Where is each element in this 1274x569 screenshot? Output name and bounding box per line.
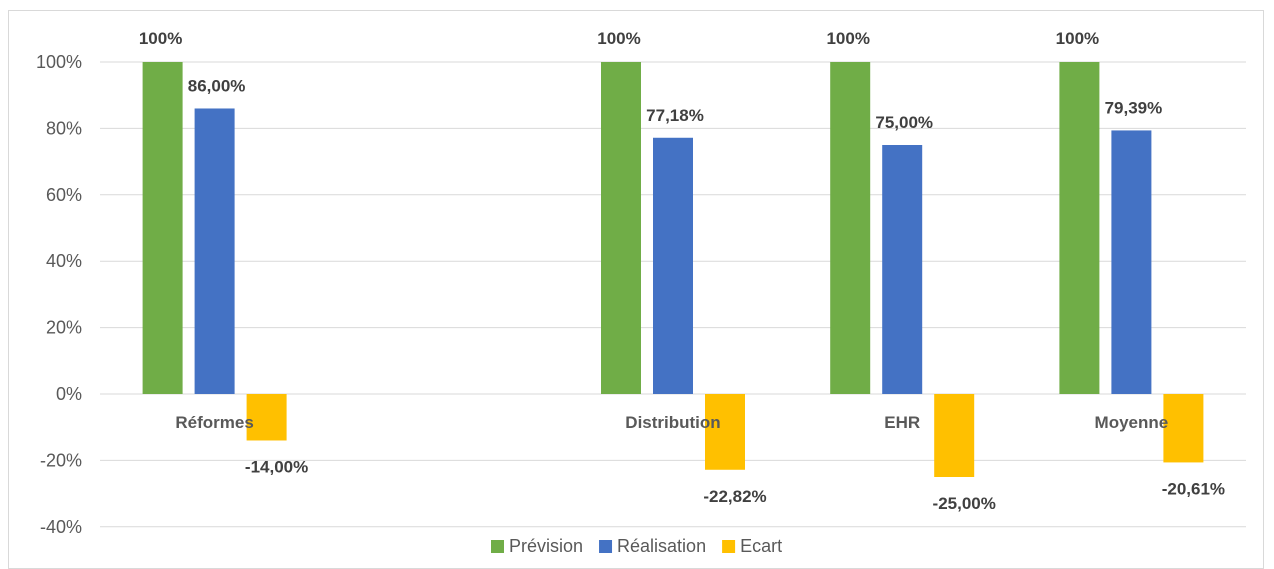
y-tick-label: 80% bbox=[46, 118, 82, 138]
y-tick-label: 0% bbox=[56, 384, 82, 404]
category-label: Distribution bbox=[625, 413, 720, 432]
bar bbox=[934, 394, 975, 477]
bars bbox=[142, 62, 1204, 477]
y-tick-label: 60% bbox=[46, 185, 82, 205]
legend-swatch bbox=[599, 540, 613, 553]
bar bbox=[882, 145, 923, 394]
data-label: 75,00% bbox=[875, 113, 933, 132]
data-label: 86,00% bbox=[188, 76, 246, 95]
y-tick-label: 100% bbox=[36, 52, 82, 72]
legend-label: Ecart bbox=[740, 536, 782, 556]
data-label: 79,39% bbox=[1105, 98, 1163, 117]
data-label: 77,18% bbox=[646, 106, 704, 125]
y-tick-label: -40% bbox=[40, 517, 82, 537]
category-labels: Réformes Distribution EHR Moyenne bbox=[175, 413, 1168, 432]
data-label: 100% bbox=[1056, 29, 1099, 48]
gridlines bbox=[100, 61, 1246, 528]
legend-swatch bbox=[491, 540, 504, 553]
bar bbox=[705, 394, 745, 470]
bar bbox=[1059, 62, 1100, 394]
data-label: -14,00% bbox=[245, 457, 308, 476]
bar bbox=[1111, 130, 1152, 394]
bar bbox=[653, 137, 693, 395]
legend: Prévision Réalisation Ecart bbox=[491, 536, 782, 556]
bar bbox=[194, 108, 235, 394]
bar bbox=[142, 62, 183, 394]
data-label: 100% bbox=[826, 29, 869, 48]
bar bbox=[1163, 394, 1204, 463]
legend-swatch bbox=[722, 540, 736, 553]
bar bbox=[830, 62, 871, 394]
bar bbox=[601, 62, 641, 394]
data-label: -25,00% bbox=[933, 494, 996, 513]
data-label: -22,82% bbox=[703, 487, 766, 506]
legend-label: Réalisation bbox=[617, 536, 706, 556]
category-label: Moyenne bbox=[1095, 413, 1169, 432]
data-labels: 100% 86,00% -14,00% 100% 77,18% -22,82% 100% 75… bbox=[139, 29, 1225, 513]
category-label: EHR bbox=[884, 413, 920, 432]
data-label: -20,61% bbox=[1162, 479, 1225, 498]
bar bbox=[246, 394, 287, 441]
y-tick-label: -20% bbox=[40, 450, 82, 470]
legend-label: Prévision bbox=[509, 536, 583, 556]
data-label: 100% bbox=[597, 29, 640, 48]
y-axis-ticks: 100% 80% 60% 40% 20% 0% -20% -40% bbox=[36, 52, 82, 537]
y-tick-label: 40% bbox=[46, 251, 82, 271]
data-label: 100% bbox=[139, 29, 182, 48]
y-tick-label: 20% bbox=[46, 318, 82, 338]
category-label: Réformes bbox=[175, 413, 253, 432]
